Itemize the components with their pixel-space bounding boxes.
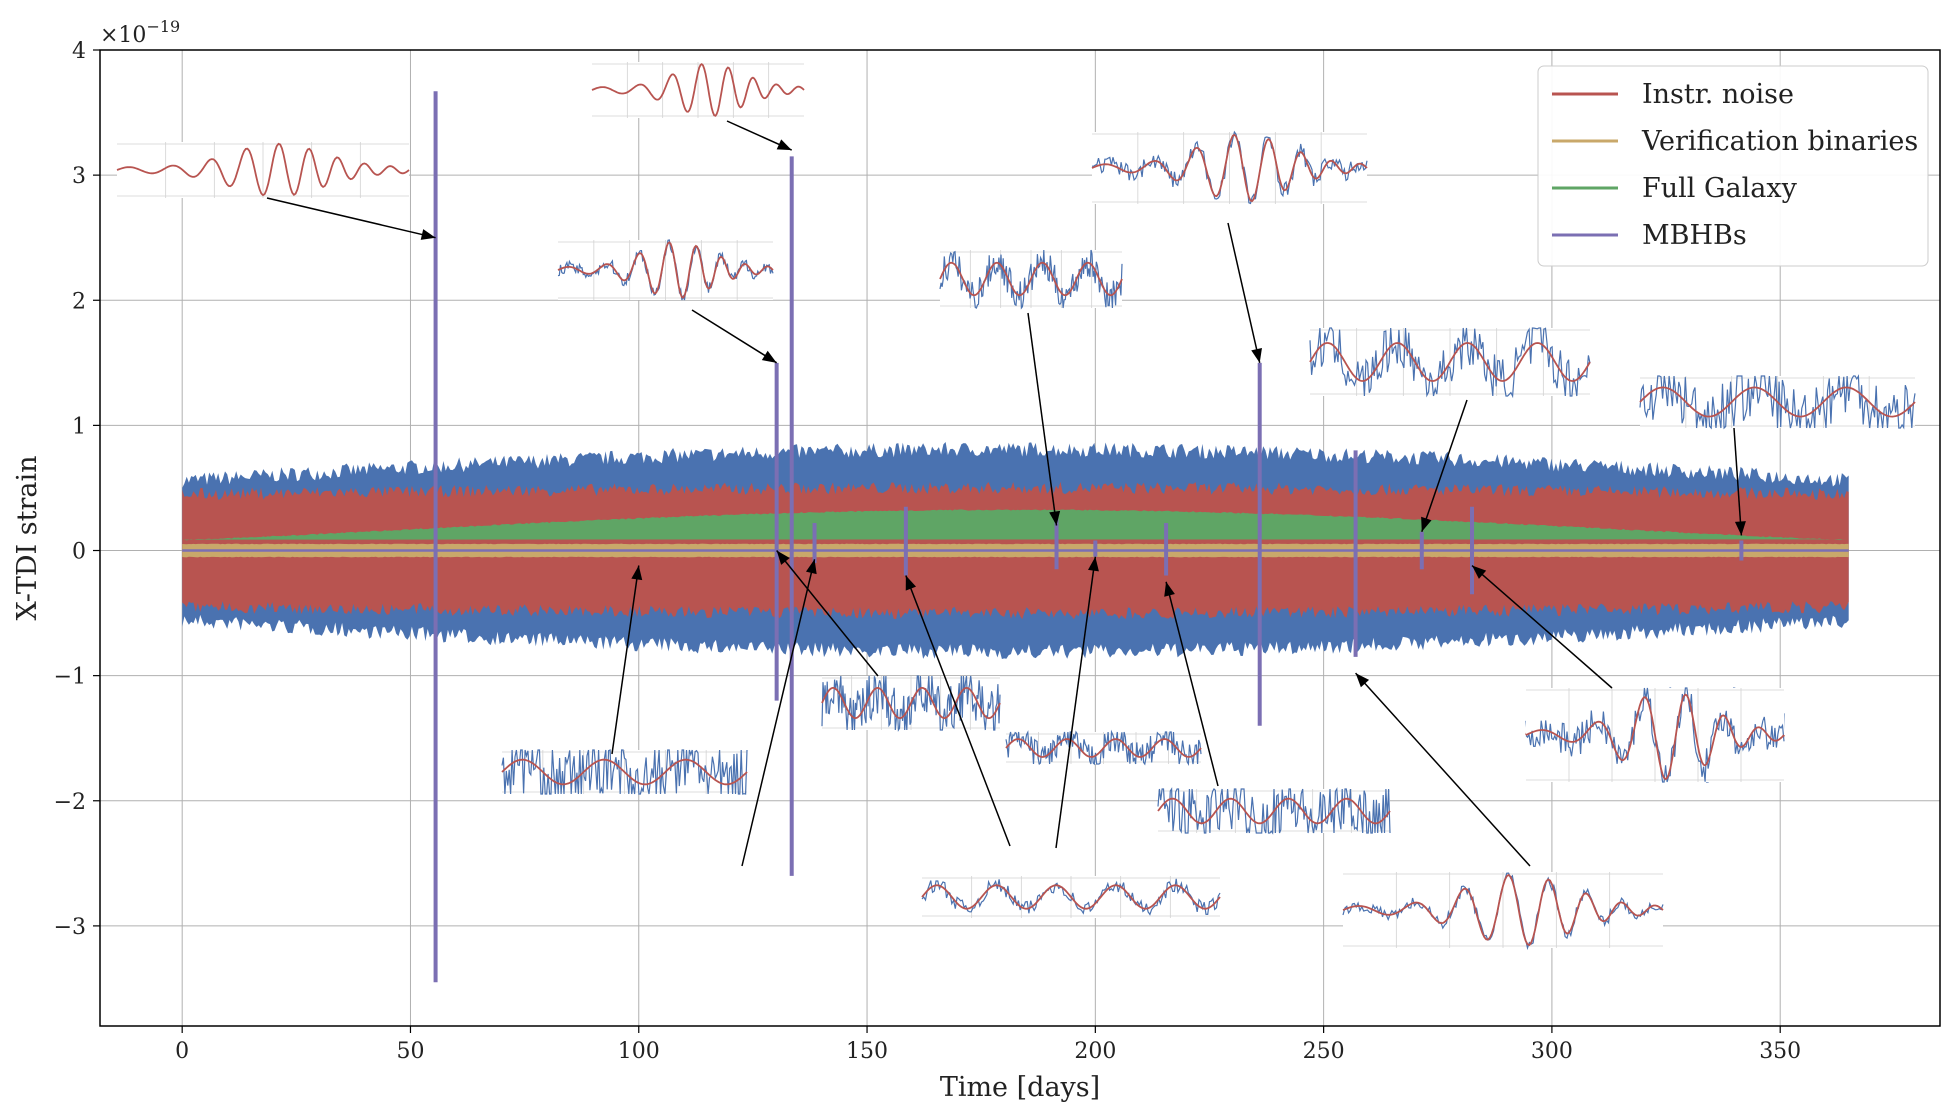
inset-arrow-line (691, 309, 778, 364)
inset-panel (939, 249, 1123, 310)
x-tick-label: 150 (846, 1039, 888, 1064)
inset-total-trace (1309, 327, 1591, 399)
inset-arrow-line (776, 550, 879, 677)
inset-arrow-line (741, 559, 816, 867)
inset-panel (557, 239, 774, 301)
inset-arrow-line (611, 565, 640, 755)
x-tick-label: 250 (1303, 1039, 1345, 1064)
inset-arrow-head (1049, 510, 1061, 526)
inset-panel (1342, 872, 1664, 951)
inset-arrow-head (776, 139, 792, 151)
inset-total-trace (921, 878, 1221, 916)
inset-arrow-line (1055, 556, 1097, 849)
inset-panel (116, 142, 410, 198)
y-tick-label: −3 (54, 915, 86, 940)
inset-signal-trace (1525, 693, 1785, 781)
inset-total-trace (501, 749, 748, 795)
inset-total-trace (1157, 787, 1391, 835)
inset-panel (821, 675, 1001, 732)
legend-label-instr: Instr. noise (1642, 79, 1794, 110)
inset-signal-trace (1342, 873, 1664, 947)
y-tick-label: 0 (72, 540, 86, 565)
full-galaxy-band (182, 509, 1847, 541)
x-axis-label: Time [days] (940, 1072, 1100, 1103)
inset-arrow-line (1227, 222, 1261, 363)
inset-panel (1091, 130, 1368, 205)
legend-label-mbhb: MBHBs (1642, 220, 1747, 251)
y-tick-label: 3 (72, 164, 86, 189)
inset-signal-trace (591, 63, 805, 117)
inset-arrow-head (1088, 556, 1099, 572)
legend: Instr. noise Verification binaries Full … (1537, 65, 1929, 267)
inset-arrow-line (1355, 672, 1531, 867)
inset-arrow-line (266, 197, 436, 239)
y-tick-label: −1 (54, 665, 86, 690)
x-tick-label: 0 (175, 1039, 189, 1064)
x-tick-label: 200 (1074, 1039, 1116, 1064)
y-scale-label: ×10−19 (100, 17, 180, 48)
event-insets (116, 62, 1916, 951)
inset-arrow-head (1355, 673, 1370, 688)
plot-frame (99, 49, 1941, 1027)
inset-panel (921, 876, 1221, 918)
inset-signal-trace (921, 884, 1221, 910)
inset-signal-trace (1005, 738, 1202, 758)
inset-signal-trace (939, 261, 1123, 297)
y-tick-label: 4 (72, 39, 86, 64)
inset-arrow-line (1421, 399, 1468, 532)
inset-arrow-head (631, 565, 643, 581)
inset-arrow-head (1472, 565, 1487, 579)
inset-signal-trace (1639, 386, 1916, 418)
inset-signal-trace (1091, 133, 1368, 203)
x-tick-label: 50 (396, 1039, 424, 1064)
inset-signal-trace (557, 241, 774, 299)
inset-panel (1309, 327, 1591, 399)
inset-total-trace (1525, 687, 1785, 783)
inset-total-trace (1639, 374, 1916, 430)
inset-signal-trace (1157, 797, 1391, 825)
inset-signal-trace (116, 142, 410, 197)
y-tick-label: −2 (54, 790, 86, 815)
x-tick-label: 100 (618, 1039, 660, 1064)
legend-box (1537, 65, 1929, 267)
inset-arrow-line (1027, 312, 1058, 526)
inset-panel (1157, 787, 1391, 835)
plot-data (182, 91, 1849, 983)
inset-arrow-head (1734, 521, 1746, 536)
inset-arrow-head (1164, 581, 1175, 597)
inset-arrows (266, 120, 1746, 867)
inset-arrow-line (905, 575, 1011, 847)
legend-label-verif: Verification binaries (1641, 126, 1918, 157)
inset-panel (1005, 729, 1202, 767)
inset-total-trace (939, 249, 1123, 310)
inset-arrow-head (420, 229, 436, 240)
inset-signal-trace (821, 686, 1001, 720)
y-axis-label: X-TDI strain (12, 455, 43, 620)
inset-arrow-head (905, 575, 917, 591)
inset-arrow-head (805, 559, 817, 575)
inset-arrow-line (1165, 581, 1219, 787)
inset-arrow-line (1733, 427, 1743, 536)
inset-total-trace (821, 675, 1001, 732)
inset-panel (591, 62, 805, 118)
inset-signal-trace (1309, 342, 1591, 382)
legend-label-galaxy: Full Galaxy (1642, 173, 1798, 204)
axis-ticks: 0 50 100 150 200 250 300 350 −3 −2 −1 0 1 2 3 4 (54, 39, 1802, 1064)
inset-panel (501, 749, 748, 795)
x-tick-label: 350 (1759, 1039, 1801, 1064)
inset-arrow-line (1471, 564, 1613, 689)
inset-arrow-head (1421, 516, 1432, 532)
y-tick-label: 1 (72, 414, 86, 439)
inset-panel (1639, 374, 1916, 430)
y-tick-label: 2 (72, 289, 86, 314)
inset-arrow-head (1251, 347, 1262, 363)
inset-arrow-head (761, 350, 777, 363)
x-tick-label: 300 (1531, 1039, 1573, 1064)
inset-arrow-head (776, 550, 790, 565)
inset-signal-trace (501, 758, 748, 786)
inset-panel (1525, 687, 1785, 783)
